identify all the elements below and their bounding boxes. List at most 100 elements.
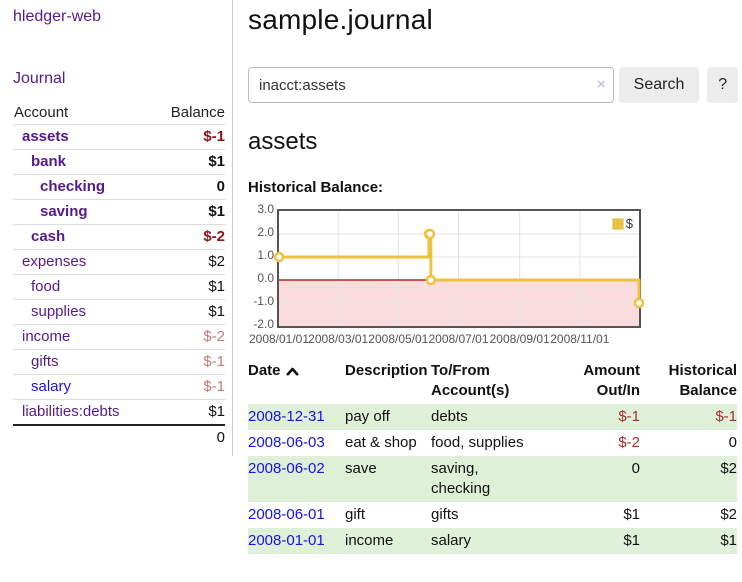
account-balance: $1 (152, 199, 225, 225)
register-amount: $1 (623, 532, 640, 549)
register-date: 2008-06-03 (248, 430, 345, 456)
register-row[interactable]: 2008-06-01 gift gifts $1 $2 (248, 502, 737, 528)
account-link[interactable]: bank (31, 153, 67, 170)
search-input[interactable] (248, 67, 614, 103)
register-amount: $-1 (618, 408, 640, 425)
register-header-balance: Historical Balance (668, 362, 737, 399)
account-balance: $1 (152, 149, 225, 175)
account-balance: $1 (152, 274, 225, 300)
register-description: pay off (345, 408, 390, 425)
register-date: 2008-06-02 (248, 456, 345, 502)
register-row[interactable]: 2008-06-02 save saving, checking 0 $2 (248, 456, 737, 502)
main-content: sample.journal × Search ? assets Histori… (248, 0, 738, 554)
chart-data-marker (425, 274, 437, 286)
register-table: Date Description To/From Account(s) Amou… (248, 359, 737, 554)
x-axis-tick-label: 2008/11/01 (550, 332, 610, 346)
register-row[interactable]: 2008-12-31 pay off debts $-1 $-1 (248, 404, 737, 430)
x-axis-tick-label: 2008/09/01 (489, 332, 550, 346)
register-description: gift (345, 506, 366, 523)
account-link[interactable]: cash (31, 228, 66, 245)
account-link[interactable]: income (22, 328, 71, 345)
register-header-date[interactable]: Date (248, 359, 345, 404)
register-accounts: gifts (431, 506, 459, 523)
historical-balance-label: Historical Balance: (248, 179, 384, 196)
account-row: salary $-1 (13, 374, 225, 400)
account-heading: assets (248, 128, 318, 155)
sidebar: hledger-web Journal Account Balance asse… (0, 0, 233, 456)
y-axis-tick-label: 1.0 (257, 248, 274, 262)
register-description: save (345, 460, 377, 477)
search-button[interactable]: Search (618, 67, 700, 103)
account-row: income $-2 (13, 324, 225, 350)
register-amount: 0 (631, 460, 640, 477)
account-link[interactable]: food (31, 278, 61, 295)
register-balance: $1 (720, 532, 737, 549)
account-row: bank $1 (13, 149, 225, 175)
register-description: income (345, 532, 394, 549)
account-row: saving $1 (13, 199, 225, 225)
register-amount: $1 (623, 506, 640, 523)
x-axis-tick-label: 2008/01/01 (248, 332, 310, 346)
date-link[interactable]: 2008-01-01 (248, 532, 325, 549)
register-header-description: Description (345, 362, 428, 379)
legend-swatch (611, 217, 624, 230)
account-row: assets $-1 (13, 124, 225, 150)
register-accounts: food, supplies (431, 434, 524, 451)
sidebar-item-journal[interactable]: Journal (13, 70, 66, 87)
register-date: 2008-12-31 (248, 404, 345, 430)
account-row: supplies $1 (13, 299, 225, 325)
help-button[interactable]: ? (707, 67, 738, 103)
account-link[interactable]: supplies (31, 303, 87, 320)
chart-plot-area: $ (273, 209, 645, 328)
account-row: liabilities:debts $1 (13, 399, 225, 425)
chart-legend: $ (609, 215, 635, 232)
chart-data-marker (424, 228, 436, 240)
app-brand-link[interactable]: hledger-web (13, 8, 102, 25)
account-balance: 0 (152, 174, 225, 200)
chevron-up-icon (286, 367, 299, 375)
date-link[interactable]: 2008-06-03 (248, 434, 325, 451)
register-balance: 0 (728, 434, 737, 451)
register-accounts: saving, checking (431, 460, 491, 497)
account-link[interactable]: checking (40, 178, 106, 195)
account-link[interactable]: expenses (22, 253, 87, 270)
account-row: gifts $-1 (13, 349, 225, 375)
account-row: cash $-2 (13, 224, 225, 250)
clear-search-icon[interactable]: × (596, 76, 606, 93)
y-axis-tick-label: -1.0 (253, 294, 274, 308)
y-axis-tick-label: 2.0 (257, 225, 274, 239)
account-link[interactable]: assets (22, 128, 69, 145)
register-row[interactable]: 2008-06-03 eat & shop food, supplies $-2 0 (248, 430, 737, 456)
register-header-accounts: To/From Account(s) (431, 362, 510, 399)
register-amount: $-2 (618, 434, 640, 451)
accounts-total: 0 (152, 424, 225, 450)
account-balance: $-1 (152, 124, 225, 150)
account-row: checking 0 (13, 174, 225, 200)
legend-label: $ (625, 216, 633, 231)
register-row[interactable]: 2008-01-01 income salary $1 $1 (248, 528, 737, 554)
date-link[interactable]: 2008-06-01 (248, 506, 325, 523)
account-link[interactable]: gifts (31, 353, 59, 370)
y-axis-tick-label: 0.0 (257, 271, 274, 285)
search-form: × Search ? (248, 67, 738, 103)
account-balance: $2 (152, 249, 225, 275)
account-balance: $-1 (152, 374, 225, 400)
account-row: food $1 (13, 274, 225, 300)
x-axis-tick-label: 2008/07/01 (428, 332, 489, 346)
y-axis-tick-label: -2.0 (253, 317, 274, 331)
accounts-header-account: Account (14, 104, 69, 121)
account-row: expenses $2 (13, 249, 225, 275)
chart-data-marker (633, 297, 645, 309)
historical-balance-chart: $ 3.0 2.0 1.0 0.0 -1.0 -2.0 2008/01/01 2008/03/… (248, 201, 738, 347)
register-accounts: debts (431, 408, 468, 425)
x-axis-tick-label: 2008/05/01 (368, 332, 429, 346)
register-balance: $2 (720, 460, 737, 477)
x-axis-tick-label: 2008/03/01 (308, 332, 369, 346)
date-link[interactable]: 2008-06-02 (248, 460, 325, 477)
account-link[interactable]: salary (31, 378, 72, 395)
date-link[interactable]: 2008-12-31 (248, 408, 325, 425)
account-balance: $-2 (152, 224, 225, 250)
account-link[interactable]: saving (40, 203, 88, 220)
register-date: 2008-01-01 (248, 528, 345, 554)
account-link[interactable]: liabilities:debts (22, 403, 120, 420)
